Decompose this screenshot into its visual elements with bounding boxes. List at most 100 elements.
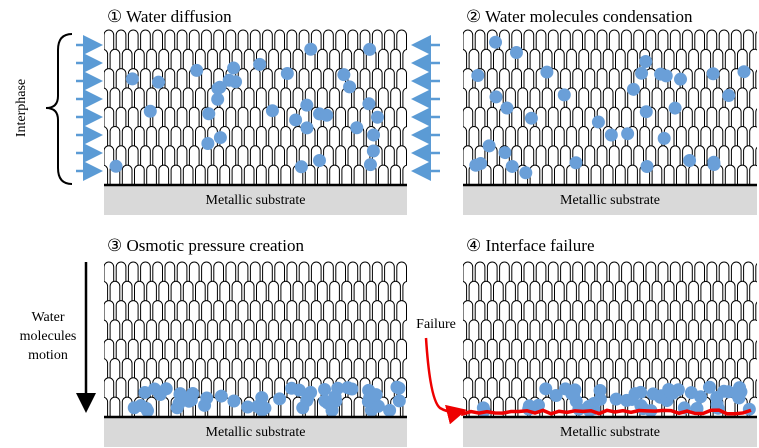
water-molecule	[202, 107, 216, 121]
water-molecule	[366, 144, 380, 158]
water-molecule	[717, 384, 731, 398]
water-molecule	[285, 381, 299, 395]
water-molecule	[626, 82, 640, 96]
failure-line	[461, 408, 752, 417]
water-molecule	[489, 35, 503, 49]
water-molecule	[341, 381, 355, 395]
water-molecule	[214, 389, 228, 403]
motion-label: motion	[28, 348, 68, 363]
water-molecule	[312, 154, 326, 168]
water-molecule	[664, 386, 678, 400]
failure-label: Failure	[416, 317, 456, 332]
brick-pattern	[104, 261, 407, 417]
interphase-label: Interphase	[14, 79, 29, 137]
water-molecule	[304, 385, 318, 399]
water-molecule	[300, 98, 314, 112]
water-molecule	[325, 403, 339, 417]
water-molecule	[569, 156, 583, 170]
water-molecule	[367, 128, 381, 142]
water-molecule	[383, 403, 397, 417]
water-molecule	[125, 72, 139, 86]
water-molecule	[722, 89, 736, 103]
water-molecule	[227, 61, 241, 75]
panel: ④ Interface failure Metallic substrate	[461, 236, 757, 447]
water-molecule	[674, 72, 688, 86]
motion-label: Water	[31, 310, 64, 325]
substrate-label: Metallic substrate	[560, 425, 660, 440]
substrate-label: Metallic substrate	[206, 425, 306, 440]
water-molecule	[328, 390, 342, 404]
panel-title: ① Water diffusion	[107, 7, 232, 26]
water-molecule	[227, 394, 241, 408]
water-molecule	[211, 81, 225, 95]
failure-arrow	[424, 337, 467, 425]
water-molecule	[549, 388, 563, 402]
water-molecule	[213, 131, 227, 145]
water-molecule	[320, 108, 334, 122]
water-molecule	[634, 385, 648, 399]
panel-title: ② Water molecules condensation	[466, 7, 693, 26]
water-molecule	[732, 391, 746, 405]
substrate-label: Metallic substrate	[560, 193, 660, 208]
substrate	[104, 185, 407, 215]
water-molecule	[668, 101, 682, 115]
water-molecule	[539, 382, 553, 396]
water-molecule	[175, 390, 189, 404]
bracket	[45, 33, 73, 185]
panel-title: ③ Osmotic pressure creation	[107, 236, 304, 255]
water-molecule	[509, 46, 523, 60]
water-molecule	[683, 153, 697, 167]
water-molecule	[609, 392, 623, 406]
water-molecule	[591, 115, 605, 129]
brick-pattern	[104, 29, 407, 185]
water-molecule	[363, 42, 377, 56]
water-molecule	[557, 88, 571, 102]
brick-pattern	[463, 261, 757, 417]
panel: ② Water molecules condensation Metallic s…	[463, 7, 757, 215]
panel: ① Water diffusion Metallic substrate	[104, 7, 407, 215]
water-molecule	[371, 399, 385, 413]
water-molecule	[318, 382, 332, 396]
water-molecule	[289, 113, 303, 127]
water-molecule	[369, 388, 383, 402]
water-molecule	[152, 75, 166, 89]
substrate-label: Metallic substrate	[206, 193, 306, 208]
water-molecule	[524, 111, 538, 125]
water-molecule	[265, 104, 279, 118]
water-molecule	[474, 157, 488, 171]
water-molecule	[604, 128, 618, 142]
water-molecule	[170, 401, 184, 415]
water-molecule	[498, 146, 512, 160]
water-molecule	[159, 382, 173, 396]
water-molecule	[540, 65, 554, 79]
water-molecule	[646, 387, 660, 401]
water-molecule	[703, 380, 717, 394]
water-molecule	[362, 97, 376, 111]
water-molecule	[363, 158, 377, 172]
water-molecule	[657, 131, 671, 145]
water-molecule	[639, 105, 653, 119]
water-molecule	[304, 42, 318, 56]
water-molecule	[343, 80, 357, 94]
water-molecule	[241, 400, 255, 414]
water-molecule	[706, 67, 720, 81]
water-molecule	[273, 392, 287, 406]
water-molecule	[211, 92, 225, 106]
water-molecule	[654, 67, 668, 81]
water-molecule	[639, 54, 653, 68]
water-molecule	[143, 104, 157, 118]
water-molecule	[258, 401, 272, 415]
water-molecule	[621, 127, 635, 141]
water-molecule	[489, 90, 503, 104]
water-molecule	[392, 394, 406, 408]
water-molecule	[482, 139, 496, 153]
water-molecule	[505, 159, 519, 173]
water-molecule	[390, 380, 404, 394]
water-molecule	[222, 73, 236, 87]
panel: ③ Osmotic pressure creation Metallic subs…	[104, 236, 407, 447]
water-molecule	[134, 398, 148, 412]
water-molecule	[350, 121, 364, 135]
substrate	[104, 417, 407, 447]
water-molecule	[109, 159, 123, 173]
water-molecule	[280, 66, 294, 80]
